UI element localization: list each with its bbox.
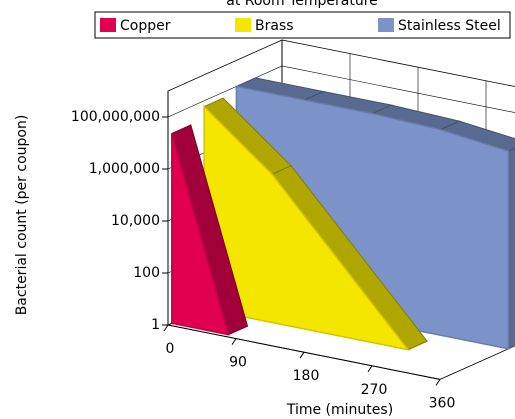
x-tick-label: 180 bbox=[293, 368, 320, 384]
x-tick-label: 270 bbox=[361, 382, 388, 398]
legend-label: Stainless Steel bbox=[398, 18, 501, 34]
legend-box bbox=[94, 11, 511, 39]
x-tick bbox=[435, 379, 441, 386]
slab-end bbox=[228, 325, 248, 336]
y-tick-label: 1,000,000 bbox=[89, 161, 160, 177]
x-tick bbox=[231, 338, 237, 345]
y-tick-label: 100,000,000 bbox=[71, 109, 160, 125]
legend-label: Copper bbox=[120, 18, 171, 34]
y-tick-label: 100 bbox=[133, 265, 160, 281]
x-axis-title: Time (minutes) bbox=[286, 402, 393, 418]
legend-swatch bbox=[378, 18, 394, 32]
y-tick-label: 1 bbox=[151, 317, 160, 333]
slab-front bbox=[171, 133, 230, 336]
slab-end bbox=[407, 340, 428, 351]
x-tick-label: 360 bbox=[429, 395, 456, 411]
legend-swatch bbox=[100, 18, 116, 32]
x-tick-label: 0 bbox=[166, 341, 175, 357]
legend-swatch bbox=[235, 18, 251, 32]
grid-line bbox=[167, 65, 515, 118]
x-tick bbox=[163, 324, 169, 332]
x-tick bbox=[299, 351, 305, 359]
slab-end bbox=[507, 147, 515, 350]
chart-title: at Room Temperature bbox=[226, 0, 378, 9]
x-tick-label: 90 bbox=[229, 355, 247, 371]
x-tick bbox=[367, 365, 373, 373]
x-axis bbox=[167, 324, 441, 380]
legend-label: Brass bbox=[255, 18, 294, 34]
y-axis-title: Bacterial count (per coupon) bbox=[14, 115, 30, 316]
y-tick-label: 10,000 bbox=[111, 213, 160, 229]
